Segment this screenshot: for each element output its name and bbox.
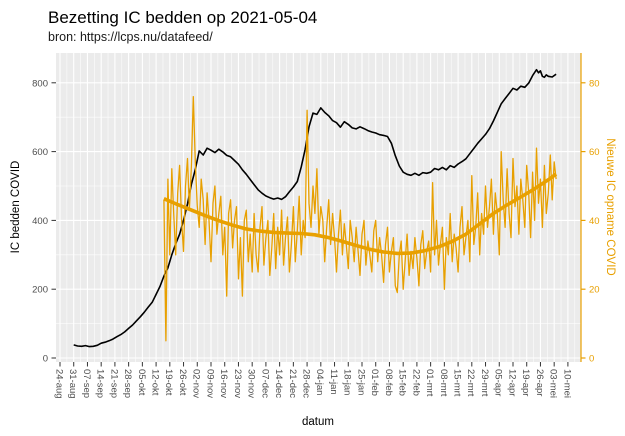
x-tick-label: 24-aug xyxy=(53,369,64,399)
x-tick-label: 19-okt xyxy=(163,369,174,396)
x-tick-label: 28-dec xyxy=(301,369,312,398)
y-right-tick-label: 60 xyxy=(589,147,600,158)
grid-major xyxy=(56,53,581,362)
x-axis-tick-labels: 24-aug 31-aug 07-sep 14-sep 21-sep 28-sep 05-o… xyxy=(53,369,572,399)
x-tick-label: 01-feb xyxy=(369,369,380,396)
x-tick-label: 26-okt xyxy=(177,369,188,396)
x-tick-label: 22-mrt xyxy=(465,369,476,397)
chart-title: Bezetting IC bedden op 2021-05-04 xyxy=(48,8,318,27)
x-tick-label: 04-jan xyxy=(314,369,325,395)
y-right-tick-label: 0 xyxy=(589,354,594,365)
x-tick-label: 12-apr xyxy=(506,369,517,396)
x-tick-label: 12-okt xyxy=(150,369,161,396)
x-tick-label: 21-sep xyxy=(108,369,119,398)
x-tick-label: 15-feb xyxy=(397,369,408,396)
x-tick-label: 15-mrt xyxy=(452,369,463,397)
x-tick-label: 14-sep xyxy=(95,369,106,398)
y-right-tick-labels: 0 20 40 60 80 xyxy=(589,78,600,364)
grid-minor xyxy=(56,53,581,362)
y-left-tick-label: 200 xyxy=(32,285,48,296)
y-right-tick-label: 40 xyxy=(589,216,600,227)
x-tick-label: 21-dec xyxy=(287,369,298,398)
x-tick-label: 23-nov xyxy=(232,369,243,398)
x-tick-label: 28-sep xyxy=(122,369,133,398)
x-tick-label: 05-apr xyxy=(493,369,504,396)
y-left-tick-labels: 0 200 400 600 800 xyxy=(32,78,48,364)
x-tick-label: 10-mei xyxy=(561,369,572,398)
chart-subtitle: bron: https://lcps.nu/datafeed/ xyxy=(48,30,213,44)
x-tick-label: 16-nov xyxy=(218,369,229,398)
x-tick-label: 26-apr xyxy=(534,369,545,396)
axis-ticks xyxy=(51,82,586,367)
y-left-tick-label: 0 xyxy=(43,354,48,365)
x-tick-label: 29-mrt xyxy=(479,369,490,397)
x-tick-label: 22-feb xyxy=(410,369,421,396)
x-axis-title: datum xyxy=(302,416,334,428)
x-tick-label: 08-mrt xyxy=(438,369,449,397)
series-nieuwe-ic-opnames-trend xyxy=(163,172,558,256)
x-tick-label: 09-nov xyxy=(204,369,215,398)
x-tick-label: 18-jan xyxy=(342,369,353,395)
y-right-tick-label: 80 xyxy=(589,78,600,89)
x-tick-label: 07-sep xyxy=(81,369,92,398)
x-tick-label: 31-aug xyxy=(67,369,78,399)
y-left-axis-title: IC bedden COVID xyxy=(10,160,22,254)
y-left-tick-label: 800 xyxy=(32,78,48,89)
x-tick-label: 07-dec xyxy=(259,369,270,398)
y-right-tick-label: 20 xyxy=(589,285,600,296)
x-tick-label: 05-okt xyxy=(136,369,147,396)
series-nieuwe-ic-opnames-dagelijks xyxy=(163,95,557,342)
x-tick-label: 02-nov xyxy=(191,369,202,398)
y-left-tick-label: 600 xyxy=(32,147,48,158)
y-left-tick-label: 400 xyxy=(32,216,48,227)
x-tick-label: 19-apr xyxy=(520,369,531,396)
x-tick-label: 01-mrt xyxy=(424,369,435,397)
series-ic-bedden-bezetting xyxy=(73,68,557,348)
x-tick-label: 25-jan xyxy=(355,369,366,395)
x-tick-label: 14-dec xyxy=(273,369,284,398)
y-right-axis-title: Nieuwe IC opname COVID xyxy=(604,138,616,276)
x-tick-label: 11-jan xyxy=(328,369,339,395)
x-tick-label: 03-mei xyxy=(548,369,559,398)
x-tick-label: 30-nov xyxy=(246,369,257,398)
x-tick-label: 08-feb xyxy=(383,369,394,396)
